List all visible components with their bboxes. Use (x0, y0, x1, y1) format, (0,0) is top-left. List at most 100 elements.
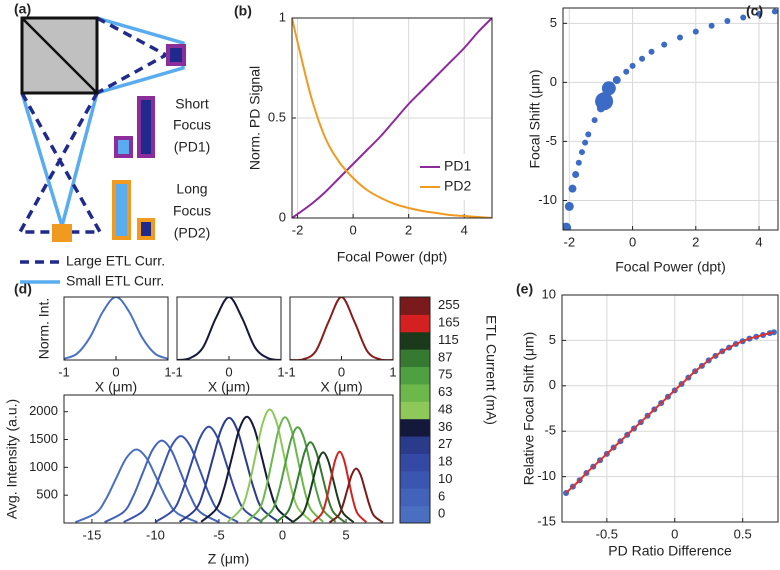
x-axis-label: Focal Power (dpt) (337, 249, 447, 265)
plot-area (292, 18, 492, 218)
colorbar-title: ETL Current (mA) (483, 315, 499, 425)
point (724, 17, 731, 24)
x-tick-label: 2 (692, 234, 699, 249)
short-focus: Short (175, 96, 209, 112)
colorbar-segment (400, 453, 430, 472)
colorbar-label: 6 (438, 488, 445, 503)
x-tick-label: 0 (112, 364, 119, 379)
plot-area (75, 408, 384, 523)
plot-area (290, 297, 393, 360)
y-tick-label: 1 (279, 9, 286, 24)
x-tick-label: -1 (58, 364, 70, 379)
panel: -1 0 1 X (μm) Norm. Int.(d) (14, 281, 172, 395)
x-tick-label: -15 (83, 527, 102, 542)
colorbar-label: 0 (438, 506, 445, 521)
line (178, 416, 280, 523)
point (564, 201, 574, 211)
line (258, 426, 337, 523)
x-axis-label: PD Ratio Difference (608, 543, 732, 559)
y-axis-label: Norm. PD Signal (247, 66, 263, 170)
point (740, 14, 747, 21)
x-tick-label: 4 (461, 222, 468, 237)
plot-area (177, 297, 281, 360)
colorbar-segment (400, 366, 430, 385)
y-tick-label: -10 (538, 192, 557, 207)
x-axis-label: X (μm) (208, 379, 250, 395)
line (312, 450, 368, 523)
line (292, 18, 492, 218)
x-tick-label: 4 (755, 234, 762, 249)
line (246, 416, 324, 523)
x-tick-label: -2 (564, 234, 576, 249)
x-axis-label: X (μm) (95, 379, 137, 395)
panel-label: (d) (14, 281, 32, 297)
line (328, 467, 384, 523)
splitter-diagonal (21, 17, 98, 94)
x-axis-label: Focal Power (dpt) (615, 259, 725, 275)
pd2 (52, 224, 72, 242)
y-tick-label: 0 (549, 377, 556, 392)
colorbar-segment (400, 401, 430, 420)
colorbar-label: 27 (438, 436, 452, 451)
colorbar-label: 18 (438, 454, 452, 469)
line (64, 297, 168, 360)
y-tick-label: 0.5 (268, 109, 286, 124)
x-tick-label: 0 (671, 526, 678, 541)
point (601, 81, 616, 96)
diagram: (a) Short Focus (PD1) Long Focus (PD2) L… (14, 1, 211, 289)
point (771, 8, 778, 15)
x-axis-label: X (μm) (320, 379, 362, 395)
y-tick-label: 5 (549, 332, 556, 347)
line (154, 425, 263, 523)
legend-box (416, 154, 482, 200)
axes-box (289, 296, 394, 361)
x-tick-label: 0 (225, 364, 232, 379)
pd1-icon-spot (118, 140, 129, 154)
y-tick-label: 10 (542, 286, 556, 301)
x-tick-label: 5 (342, 527, 349, 542)
long-focus: Focus (173, 203, 211, 219)
x-tick-label: -10 (146, 527, 165, 542)
line (291, 451, 355, 523)
panel: -1 0 1 X (μm) (284, 296, 397, 395)
colorbar-label: 36 (438, 419, 452, 434)
y-tick-label: -5 (545, 133, 557, 148)
x-tick-label: 0 (279, 527, 286, 542)
line (200, 415, 294, 523)
long-focus: (PD2) (174, 225, 211, 241)
y-axis-label: Relative Focal Shift (μm) (521, 332, 537, 486)
colorbar-label: 63 (438, 384, 452, 399)
y-tick-label: 0 (279, 209, 286, 224)
colorbar-segment (400, 488, 430, 507)
line (275, 441, 346, 523)
plot-area (64, 297, 168, 360)
point (676, 34, 683, 41)
axes-box (63, 394, 394, 524)
y-tick-label: -5 (544, 423, 556, 438)
point (623, 68, 630, 75)
point (563, 222, 572, 230)
line (104, 439, 220, 523)
panel: -0.5 0 0.5 -15 -10 -5 0 5 10 PD Ratio Difference R… (516, 281, 779, 559)
pd2-icon-spot (116, 184, 127, 236)
point (591, 117, 598, 124)
point (629, 62, 636, 69)
y-tick-label: 1000 (29, 459, 58, 474)
line (75, 448, 198, 523)
colorbar-segment (400, 349, 430, 368)
point (708, 22, 715, 29)
colorbar-segment (400, 505, 430, 524)
colorbar-box (399, 296, 431, 524)
colorbar-label: 165 (438, 315, 460, 330)
x-tick-label: -0.5 (596, 526, 618, 541)
short-focus: (PD1) (174, 139, 211, 155)
y-axis-label: Focal Shift (μm) (527, 69, 543, 168)
panel: -1 0 1 X (μm) (171, 296, 285, 395)
point (572, 171, 580, 178)
panel-label: (a) (14, 1, 31, 17)
x-tick-label: 0 (338, 364, 345, 379)
colorbar-label: 48 (438, 401, 452, 416)
short-focus: Focus (173, 117, 211, 133)
colorbar-label: 75 (438, 367, 452, 382)
colorbar-label: 255 (438, 297, 460, 312)
